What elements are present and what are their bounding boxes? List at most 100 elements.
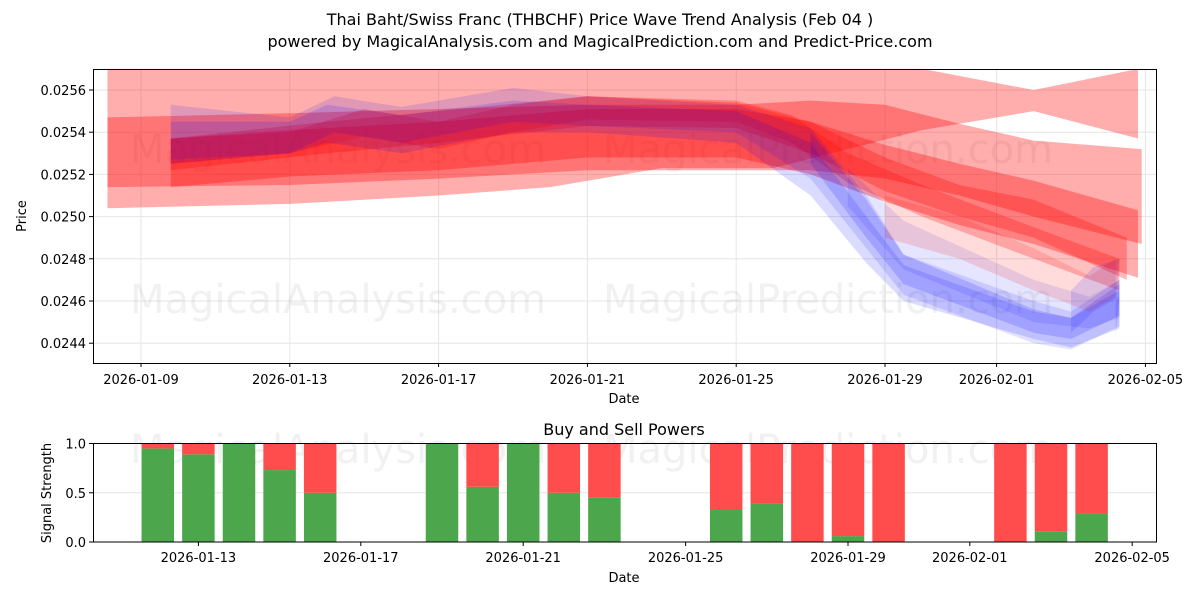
x-tick-label: 2026-01-21 (550, 373, 626, 388)
signal-bar (750, 443, 784, 542)
blue-wave-band (1071, 258, 1120, 337)
signal-bar (994, 443, 1027, 542)
sell-bar (750, 443, 784, 504)
signal-bar (588, 443, 621, 542)
signal-bar (466, 443, 499, 542)
signal-bar (222, 443, 256, 542)
signal-bar (872, 443, 905, 542)
sub-x-label: Date (608, 571, 639, 586)
sell-bar (263, 443, 296, 471)
buy-bar (222, 443, 256, 542)
signal-bar (1075, 443, 1108, 542)
x-tick-label: 2026-01-21 (485, 551, 561, 566)
signal-bar (709, 443, 743, 542)
red-wave-band (885, 195, 1116, 312)
sell-bar (791, 443, 824, 542)
buy-bar (1075, 513, 1108, 542)
sell-bar (1034, 443, 1068, 532)
watermark-prediction: MagicalPrediction.com (603, 127, 1053, 173)
x-tick-label: 2026-01-29 (847, 373, 923, 388)
chart-subtitle: powered by MagicalAnalysis.com and Magic… (267, 32, 933, 51)
sell-bar (466, 443, 499, 487)
chart-title: Thai Baht/Swiss Franc (THBCHF) Price Wav… (326, 10, 874, 29)
watermark-prediction: MagicalPrediction.com (603, 427, 1053, 473)
watermark-analysis: MagicalAnalysis.com (130, 127, 546, 173)
blue-wave-band (170, 87, 1120, 350)
sub-y-label: Signal Strength (40, 443, 55, 543)
price-wave-chart: MagicalAnalysis.com MagicalPrediction.co… (15, 68, 1183, 407)
signal-bar (303, 443, 337, 542)
signal-bar (425, 443, 459, 542)
main-watermarks: MagicalAnalysis.com MagicalPrediction.co… (130, 127, 1053, 323)
signal-bar (506, 443, 540, 542)
y-tick-label: 0.0244 (41, 337, 87, 352)
signal-bar (831, 443, 865, 542)
main-y-axis: 0.0244 0.0246 0.0248 0.0250 0.0252 0.0254 0.02… (41, 84, 93, 352)
signal-bar (791, 443, 824, 542)
y-tick-label: 0.5 (65, 487, 86, 502)
red-wave-band (170, 109, 1139, 278)
sell-bar (141, 443, 175, 449)
x-tick-label: 2026-01-25 (648, 551, 724, 566)
sell-bar (831, 443, 865, 537)
main-x-label: Date (608, 392, 639, 407)
watermark-prediction: MagicalPrediction.com (603, 277, 1053, 323)
buy-bar (263, 470, 296, 542)
y-tick-label: 0.0246 (41, 295, 87, 310)
x-tick-label: 2026-01-17 (401, 373, 477, 388)
x-tick-label: 2026-02-05 (1108, 373, 1184, 388)
x-tick-label: 2026-02-05 (1094, 551, 1170, 566)
red-wave-band (107, 68, 1138, 209)
sell-bar (872, 443, 905, 542)
buy-bar (182, 454, 215, 542)
buy-bar (547, 492, 581, 542)
buy-sell-title: Buy and Sell Powers (543, 420, 705, 439)
signal-bar (1034, 443, 1068, 542)
y-tick-label: 0.0256 (41, 84, 87, 99)
x-tick-label: 2026-01-13 (252, 373, 328, 388)
red-wave-band (170, 96, 1120, 291)
y-tick-label: 0.0248 (41, 253, 87, 268)
main-plot-frame (93, 69, 1157, 364)
buy-bar (709, 509, 743, 542)
sell-bar (303, 443, 337, 493)
sell-bar (547, 443, 581, 493)
signal-bar (547, 443, 581, 542)
main-y-label: Price (15, 200, 30, 232)
y-tick-label: 0.0254 (41, 126, 87, 141)
sell-bar (1075, 443, 1108, 514)
buy-bar (506, 443, 540, 542)
blue-wave-band (847, 168, 1120, 329)
main-grid (94, 70, 1156, 363)
red-wave-band (170, 96, 1127, 280)
x-tick-label: 2026-01-17 (323, 551, 399, 566)
x-tick-label: 2026-01-25 (698, 373, 774, 388)
x-tick-label: 2026-01-09 (103, 373, 179, 388)
sub-x-axis: 2026-01-13 2026-01-17 2026-01-21 2026-01-25… (161, 542, 1170, 566)
signal-bar (182, 443, 215, 542)
buy-bar (141, 448, 175, 542)
signal-bar (141, 443, 175, 542)
main-x-axis: 2026-01-09 2026-01-13 2026-01-17 2026-01-21… (103, 363, 1183, 388)
buy-bar (466, 486, 499, 542)
sub-y-axis: 0.0 0.5 1.0 (65, 438, 93, 551)
sub-plot-frame (93, 443, 1157, 543)
sell-bar (709, 443, 743, 510)
watermark-analysis: MagicalAnalysis.com (130, 277, 546, 323)
y-tick-label: 0.0250 (41, 211, 87, 226)
y-tick-label: 0.0 (65, 536, 86, 551)
sell-bar (182, 443, 215, 455)
x-tick-label: 2026-01-29 (810, 551, 886, 566)
sell-bar (994, 443, 1027, 542)
buy-bar (588, 497, 621, 542)
sell-bar (588, 443, 621, 498)
price-bands (107, 68, 1142, 350)
x-tick-label: 2026-02-01 (959, 373, 1035, 388)
y-tick-label: 1.0 (65, 438, 86, 453)
buy-sell-bars (141, 443, 1108, 542)
buy-bar (303, 492, 337, 542)
x-tick-label: 2026-02-01 (932, 551, 1008, 566)
signal-bar (263, 443, 296, 542)
buy-bar (750, 503, 784, 542)
